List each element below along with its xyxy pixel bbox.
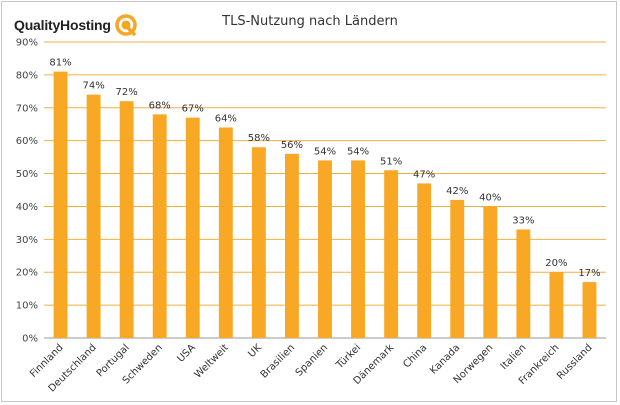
y-tick-label: 50% (16, 169, 38, 180)
x-tick-label: China (401, 342, 429, 370)
x-tick-label: Spanien (294, 342, 330, 378)
data-label: 64% (215, 114, 237, 125)
data-label: 17% (578, 268, 600, 279)
x-tick-label: Weltweit (193, 342, 231, 380)
y-tick-label: 80% (16, 70, 38, 81)
data-label: 56% (281, 140, 303, 151)
data-label: 67% (182, 104, 204, 115)
y-tick-label: 10% (16, 301, 38, 312)
brand-logo: QualityHosting (14, 10, 137, 40)
brand-name: QualityHosting (14, 17, 111, 33)
bar (549, 272, 564, 338)
data-label: 40% (479, 192, 501, 203)
bar (384, 170, 399, 338)
data-label: 68% (149, 100, 171, 111)
bar (185, 117, 200, 339)
bar (516, 229, 531, 338)
bar (351, 160, 366, 338)
y-tick-label: 60% (16, 136, 38, 147)
data-label: 47% (413, 169, 435, 180)
data-label: 81% (49, 58, 71, 69)
chart-title: TLS-Nutzung nach Ländern (222, 14, 398, 29)
y-tick-label: 70% (16, 103, 38, 114)
bar (218, 127, 233, 338)
data-label: 72% (116, 87, 138, 98)
y-tick-label: 0% (22, 334, 38, 345)
x-tick-label: UK (246, 342, 264, 360)
bar (582, 282, 597, 338)
data-label: 58% (248, 133, 270, 144)
bar (119, 101, 134, 338)
x-tick-label: Italien (499, 342, 529, 372)
bar (450, 199, 465, 338)
x-tick-label: Brasilien (259, 342, 297, 380)
x-tick-label: Türkei (334, 342, 363, 371)
data-label: 54% (314, 146, 336, 157)
bar (483, 206, 498, 338)
y-tick-label: 40% (16, 202, 38, 213)
bar (86, 94, 101, 338)
y-tick-label: 90% (16, 38, 38, 49)
bar (417, 183, 432, 338)
data-label: 20% (545, 258, 567, 269)
y-tick-label: 20% (16, 268, 38, 279)
quality-hosting-logo-icon (115, 14, 137, 36)
data-label: 42% (446, 186, 468, 197)
bar (284, 153, 299, 338)
bar (318, 160, 332, 338)
data-label: 54% (347, 146, 369, 157)
bar (53, 71, 68, 338)
y-tick-label: 30% (16, 235, 38, 246)
bar (152, 114, 167, 338)
data-label: 51% (380, 156, 402, 167)
bar (251, 147, 266, 338)
x-tick-label: Russland (555, 342, 594, 381)
data-label: 74% (82, 81, 104, 92)
x-tick-label: USA (175, 342, 198, 365)
data-label: 33% (512, 215, 534, 226)
